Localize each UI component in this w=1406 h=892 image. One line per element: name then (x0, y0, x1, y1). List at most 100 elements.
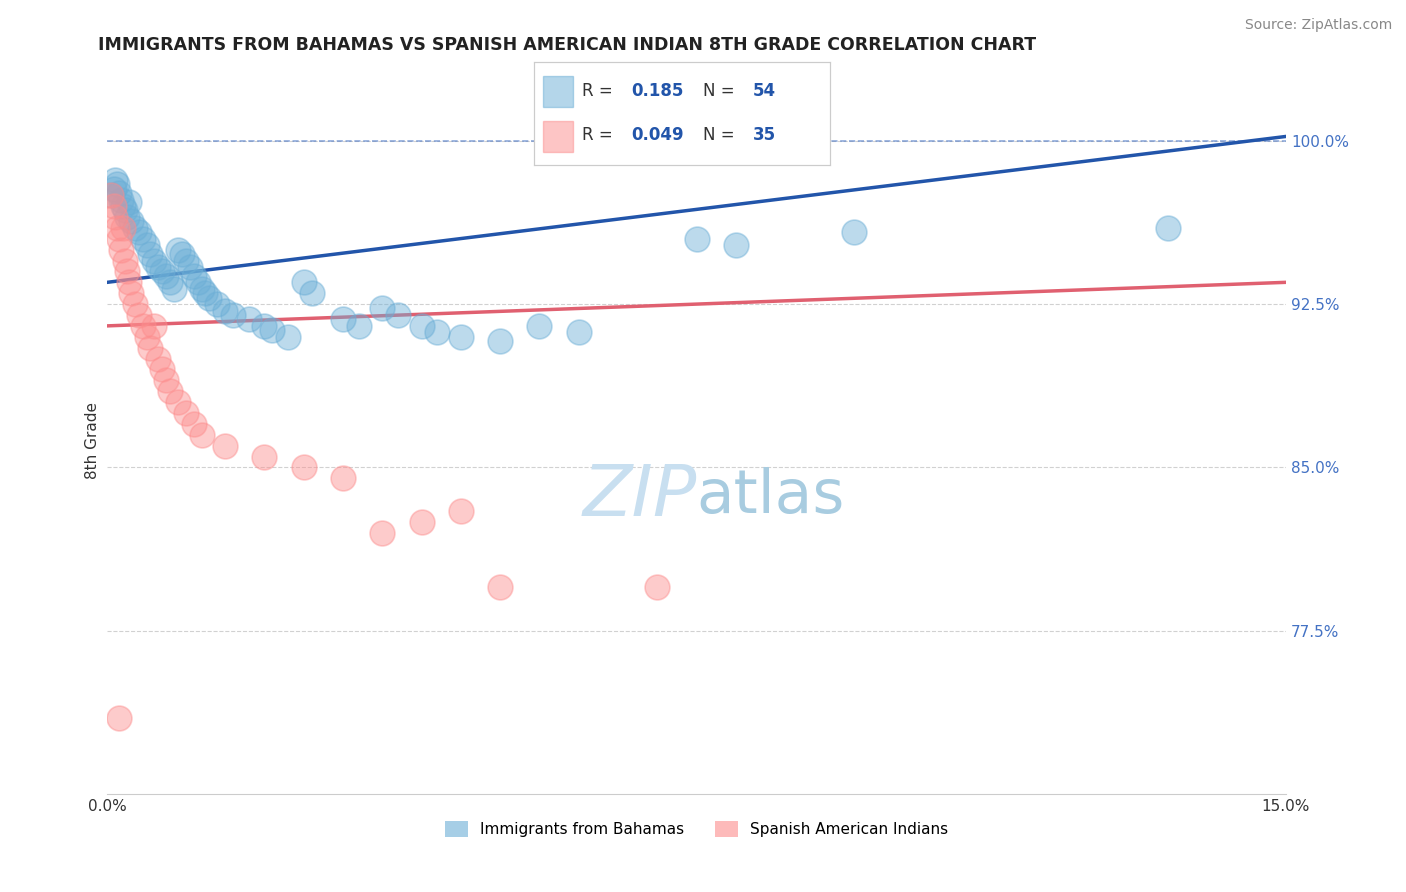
Point (194, 286, 217, 301)
Point (131, 232, 153, 246)
Text: N =: N = (703, 82, 740, 100)
Point (163, 282, 186, 296)
Text: 35: 35 (752, 126, 776, 144)
Point (198, 291, 221, 305)
Point (183, 417, 205, 431)
Point (139, 247, 162, 261)
Point (118, 276, 141, 290)
Point (253, 318, 276, 333)
Point (100, 188, 122, 202)
Text: N =: N = (703, 126, 740, 144)
Point (114, 203, 136, 218)
Point (489, 334, 512, 348)
Point (332, 471, 354, 485)
Point (426, 326, 449, 340)
Point (450, 330, 472, 344)
Point (150, 362, 173, 376)
Point (568, 326, 591, 340)
Point (143, 318, 166, 333)
Point (124, 220, 146, 235)
Point (190, 427, 212, 442)
Point (214, 303, 236, 318)
Text: 0.049: 0.049 (631, 126, 685, 144)
Point (387, 308, 409, 322)
Point (174, 406, 197, 420)
Point (489, 580, 512, 594)
Point (347, 318, 370, 333)
Point (411, 318, 433, 333)
FancyBboxPatch shape (543, 121, 572, 152)
Point (120, 286, 142, 301)
Point (277, 330, 299, 344)
Point (238, 312, 260, 326)
Point (724, 238, 747, 252)
Point (108, 232, 131, 246)
Point (685, 232, 707, 246)
FancyBboxPatch shape (543, 76, 572, 106)
Point (100, 188, 122, 202)
Point (128, 308, 150, 322)
Point (190, 282, 212, 296)
Point (214, 439, 236, 453)
Point (371, 301, 394, 316)
Point (167, 243, 190, 257)
Point (103, 182, 125, 196)
Point (253, 450, 276, 464)
Point (450, 504, 472, 518)
Point (111, 220, 134, 235)
Point (148, 260, 170, 274)
Point (301, 286, 323, 301)
Point (155, 268, 177, 283)
Point (332, 312, 354, 326)
Point (842, 225, 865, 239)
Point (105, 178, 128, 192)
Point (139, 341, 162, 355)
Point (159, 384, 181, 399)
Text: Source: ZipAtlas.com: Source: ZipAtlas.com (1244, 18, 1392, 32)
Point (124, 297, 146, 311)
Point (262, 323, 284, 337)
Point (174, 253, 197, 268)
Point (159, 276, 181, 290)
Point (187, 276, 209, 290)
Legend: Immigrants from Bahamas, Spanish American Indians: Immigrants from Bahamas, Spanish America… (439, 814, 955, 843)
Point (292, 276, 315, 290)
Point (529, 318, 551, 333)
Point (135, 330, 157, 344)
Y-axis label: 8th Grade: 8th Grade (86, 401, 100, 479)
Point (108, 711, 131, 725)
Point (105, 220, 128, 235)
Point (371, 525, 394, 540)
Point (110, 243, 132, 257)
Text: 54: 54 (752, 82, 776, 100)
Point (115, 264, 138, 278)
Point (108, 186, 131, 200)
Text: R =: R = (582, 126, 617, 144)
Point (104, 210, 127, 224)
Point (179, 260, 201, 274)
Point (647, 580, 669, 594)
Text: atlas: atlas (696, 467, 845, 526)
Point (128, 225, 150, 239)
Point (148, 351, 170, 366)
Point (170, 247, 193, 261)
Point (111, 199, 134, 213)
Text: R =: R = (582, 82, 617, 100)
Point (167, 395, 190, 409)
Text: ZIP: ZIP (582, 462, 696, 532)
Point (135, 238, 157, 252)
Point (104, 173, 127, 187)
Text: IMMIGRANTS FROM BAHAMAS VS SPANISH AMERICAN INDIAN 8TH GRADE CORRELATION CHART: IMMIGRANTS FROM BAHAMAS VS SPANISH AMERI… (98, 36, 1036, 54)
Point (118, 194, 141, 209)
Point (103, 199, 125, 213)
Text: 0.185: 0.185 (631, 82, 685, 100)
Point (150, 264, 173, 278)
Point (1157, 220, 1180, 235)
Point (120, 214, 142, 228)
Point (411, 515, 433, 529)
Point (131, 318, 153, 333)
Point (183, 268, 205, 283)
Point (222, 308, 245, 322)
Point (143, 253, 166, 268)
Point (155, 373, 177, 387)
